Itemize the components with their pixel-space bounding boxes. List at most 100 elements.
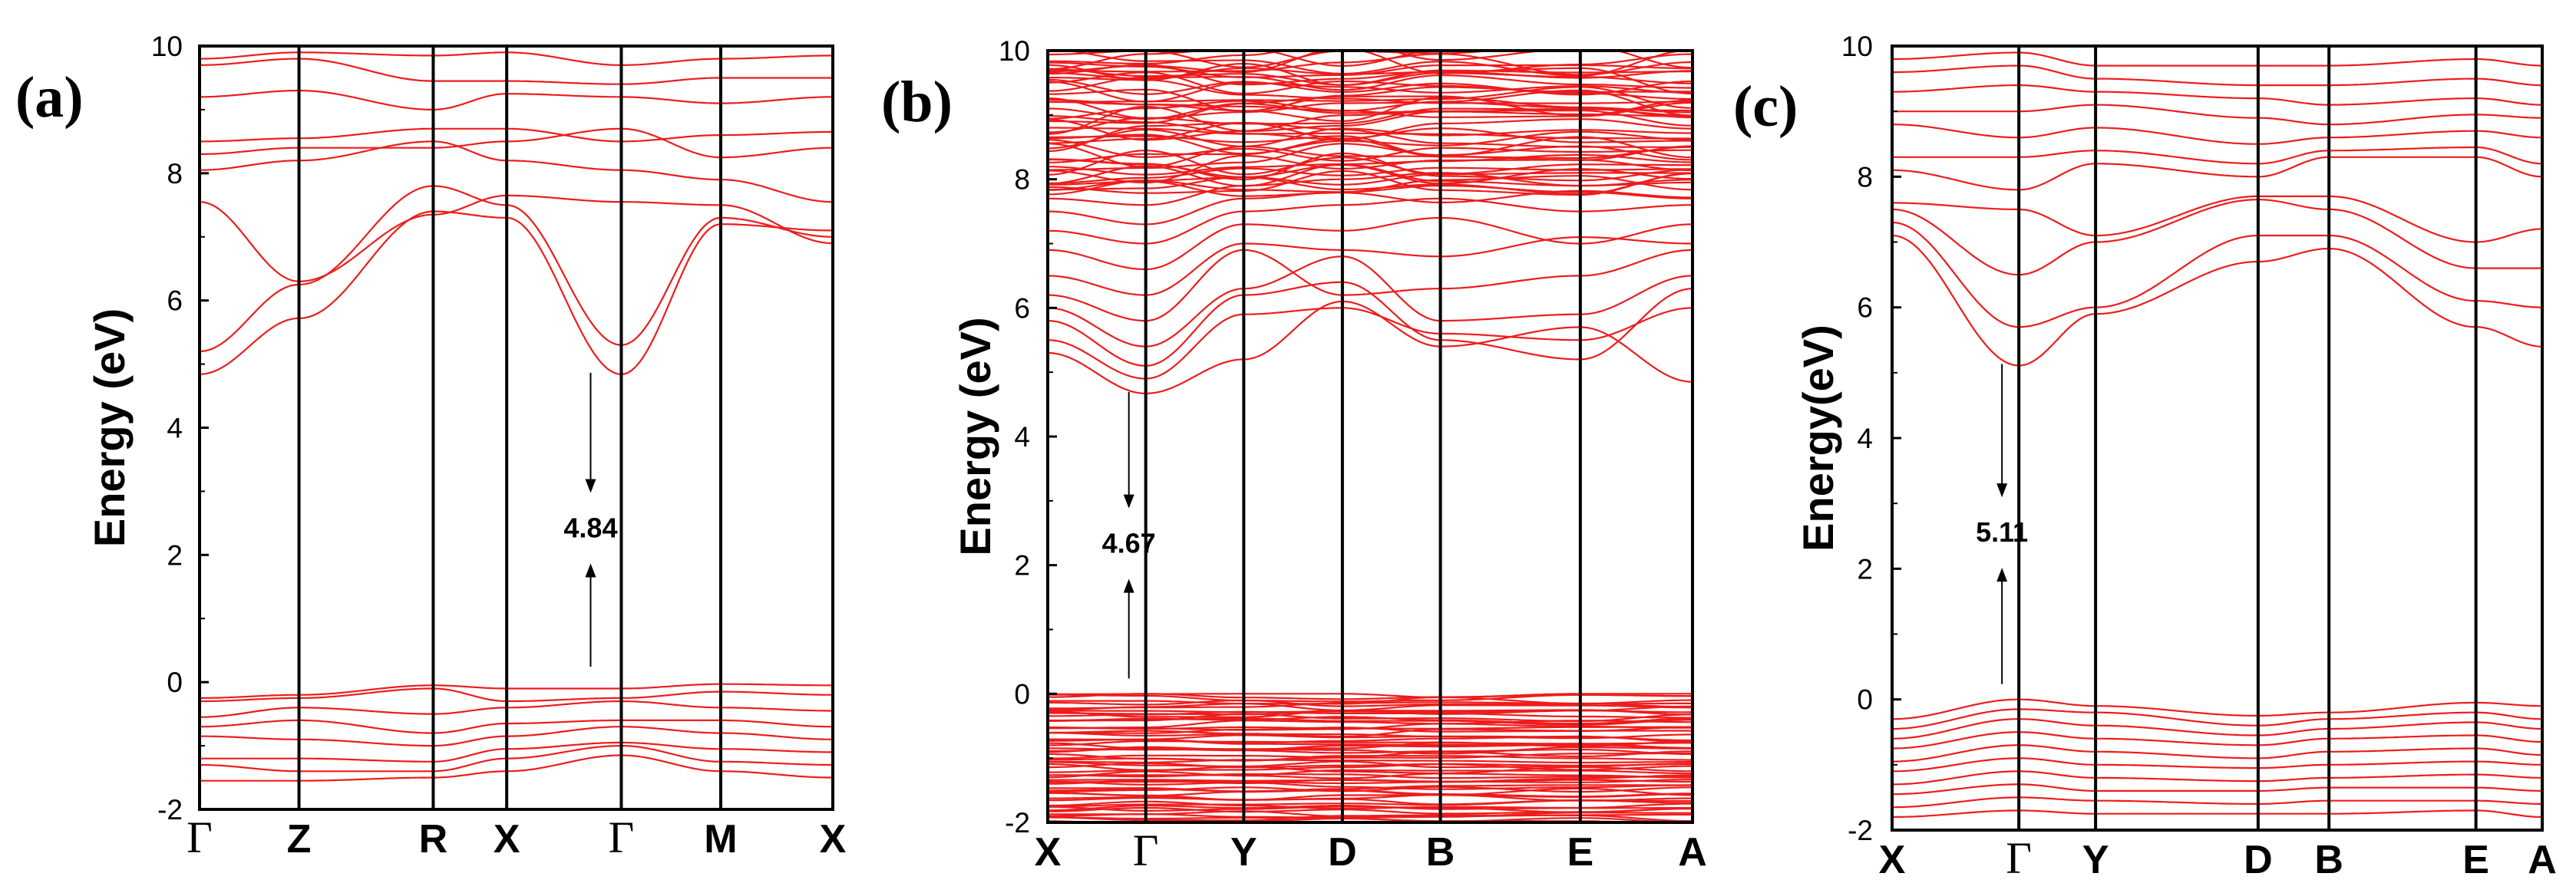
valence-band-20 xyxy=(1048,774,1693,783)
upper-conduction-band-18 xyxy=(1048,127,1693,150)
panel-a: -2 0 2 4 6 8 10 Γ Z R X Γ M X Energy (eV) (a) 4.84 xyxy=(15,31,847,862)
y-tick-label: -2 xyxy=(1005,807,1030,839)
y-tick-label: -2 xyxy=(157,794,183,825)
conduction-band-8 xyxy=(1892,84,2542,106)
band-gap-value: 5.11 xyxy=(1976,516,2028,548)
valence-band-5 xyxy=(1892,757,2542,773)
arrow-up-icon xyxy=(1996,568,2008,582)
conduction-band-5 xyxy=(1892,146,2542,165)
kpoint-label: Γ xyxy=(2006,833,2032,883)
valence-band-36 xyxy=(1048,740,1693,747)
upper-conduction-band-14 xyxy=(1048,139,1693,162)
y-tick-label: 2 xyxy=(167,539,183,571)
y-tick-label: 10 xyxy=(151,31,183,62)
valence-band-47 xyxy=(1048,716,1693,725)
y-tick-label: 0 xyxy=(167,667,183,698)
valence-band-1 xyxy=(200,687,833,703)
valence-band-6 xyxy=(1892,770,2542,786)
panel-b: -2 0 2 4 6 8 10 X Γ Y D B E A Energy (eV) (b) 4.67 xyxy=(881,35,1707,875)
upper-conduction-band-17 xyxy=(1048,130,1693,155)
kpoint-label: D xyxy=(2244,838,2273,882)
valence-band-56 xyxy=(1048,696,1693,705)
upper-conduction-band-2 xyxy=(1048,172,1693,191)
valence-band-0 xyxy=(1892,698,2542,720)
conduction-band-7 xyxy=(200,58,833,85)
valence-band-1 xyxy=(1892,708,2542,730)
y-axis-label: Energy(eV) xyxy=(1794,325,1842,552)
band-gap-value: 4.84 xyxy=(563,512,617,544)
valence-band-26 xyxy=(1048,762,1693,769)
y-tick-label: 4 xyxy=(1857,423,1873,454)
valence-band-44 xyxy=(1048,723,1693,731)
conduction-band-8 xyxy=(1048,185,1693,226)
conduction-band-2 xyxy=(1048,281,1693,367)
upper-conduction-band-36 xyxy=(1048,78,1693,96)
valence-band-27 xyxy=(1048,760,1693,769)
valence-band-3 xyxy=(1892,731,2542,750)
valence-band-28 xyxy=(1048,759,1693,764)
upper-conduction-band-23 xyxy=(1048,110,1693,141)
valence-band-25 xyxy=(1048,763,1693,771)
upper-conduction-band-32 xyxy=(1048,86,1693,112)
conduction-band-1 xyxy=(200,185,833,353)
valence-band-2 xyxy=(1892,718,2542,740)
valence-band-23 xyxy=(1048,769,1693,776)
kpoint-label: M xyxy=(704,817,737,862)
valence-band-21 xyxy=(1048,773,1693,779)
kpoint-label: Γ xyxy=(187,812,213,862)
valence-band-7 xyxy=(1892,783,2542,796)
valence-band-59 xyxy=(1048,693,1693,699)
valence-band-8 xyxy=(1048,800,1693,810)
conduction-band-0 xyxy=(200,210,833,375)
conduction-band-7 xyxy=(1892,104,2542,126)
panel-letter: (a) xyxy=(15,65,84,130)
kpoint-label: D xyxy=(1328,830,1357,875)
upper-conduction-band-47 xyxy=(1048,51,1693,71)
conduction-band-6 xyxy=(200,89,833,110)
upper-conduction-band-41 xyxy=(1048,63,1693,86)
conduction-band-10 xyxy=(1892,51,2542,67)
valence-band-4 xyxy=(1048,810,1693,818)
y-axis-label: Energy (eV) xyxy=(951,317,999,555)
valence-band-18 xyxy=(1048,779,1693,785)
upper-conduction-band-10 xyxy=(1048,153,1693,176)
valence-band-5 xyxy=(200,741,833,763)
band-gap-annotation: 4.84 xyxy=(563,372,617,667)
kpoint-label: A xyxy=(2528,838,2557,882)
kpoint-label: A xyxy=(1678,830,1707,875)
upper-conduction-band-40 xyxy=(1048,74,1693,92)
kpoint-label: E xyxy=(2462,838,2489,882)
conduction-band-0 xyxy=(1048,300,1693,394)
upper-conduction-band-21 xyxy=(1048,127,1693,140)
kpoint-label: X xyxy=(820,817,847,862)
arrow-down-icon xyxy=(1996,483,2008,498)
band-lines xyxy=(200,51,833,782)
valence-band-9 xyxy=(1892,809,2542,819)
y-tick-label: 4 xyxy=(167,413,183,444)
kpoint-label: Z xyxy=(287,817,312,862)
y-tick-label: 4 xyxy=(1014,421,1030,453)
conduction-band-7 xyxy=(1048,197,1693,245)
kpoint-label: B xyxy=(1426,830,1455,875)
arrow-down-icon xyxy=(1123,494,1134,509)
kpoint-label: Γ xyxy=(609,812,635,862)
upper-conduction-band-45 xyxy=(1057,51,1693,77)
conduction-band-3 xyxy=(1048,255,1693,348)
conduction-band-1 xyxy=(1048,307,1693,380)
conduction-band-1 xyxy=(1892,221,2542,328)
y-tick-label: 10 xyxy=(999,35,1030,67)
upper-conduction-band-6 xyxy=(1048,166,1693,184)
valence-band-4 xyxy=(1892,744,2542,763)
kpoint-label: Y xyxy=(1230,830,1257,875)
y-tick-label: 6 xyxy=(1014,292,1030,324)
band-gap-annotation: 4.67 xyxy=(1102,391,1156,679)
kpoint-label: B xyxy=(2314,838,2343,882)
y-tick-label: 0 xyxy=(1857,684,1873,716)
valence-band-15 xyxy=(1048,786,1693,793)
conduction-band-5 xyxy=(200,127,833,143)
conduction-band-3 xyxy=(1892,195,2542,243)
kpoint-label: Γ xyxy=(1133,825,1159,875)
valence-band-3 xyxy=(200,719,833,734)
conduction-band-2 xyxy=(1892,198,2542,276)
panel-letter: (c) xyxy=(1733,74,1798,139)
